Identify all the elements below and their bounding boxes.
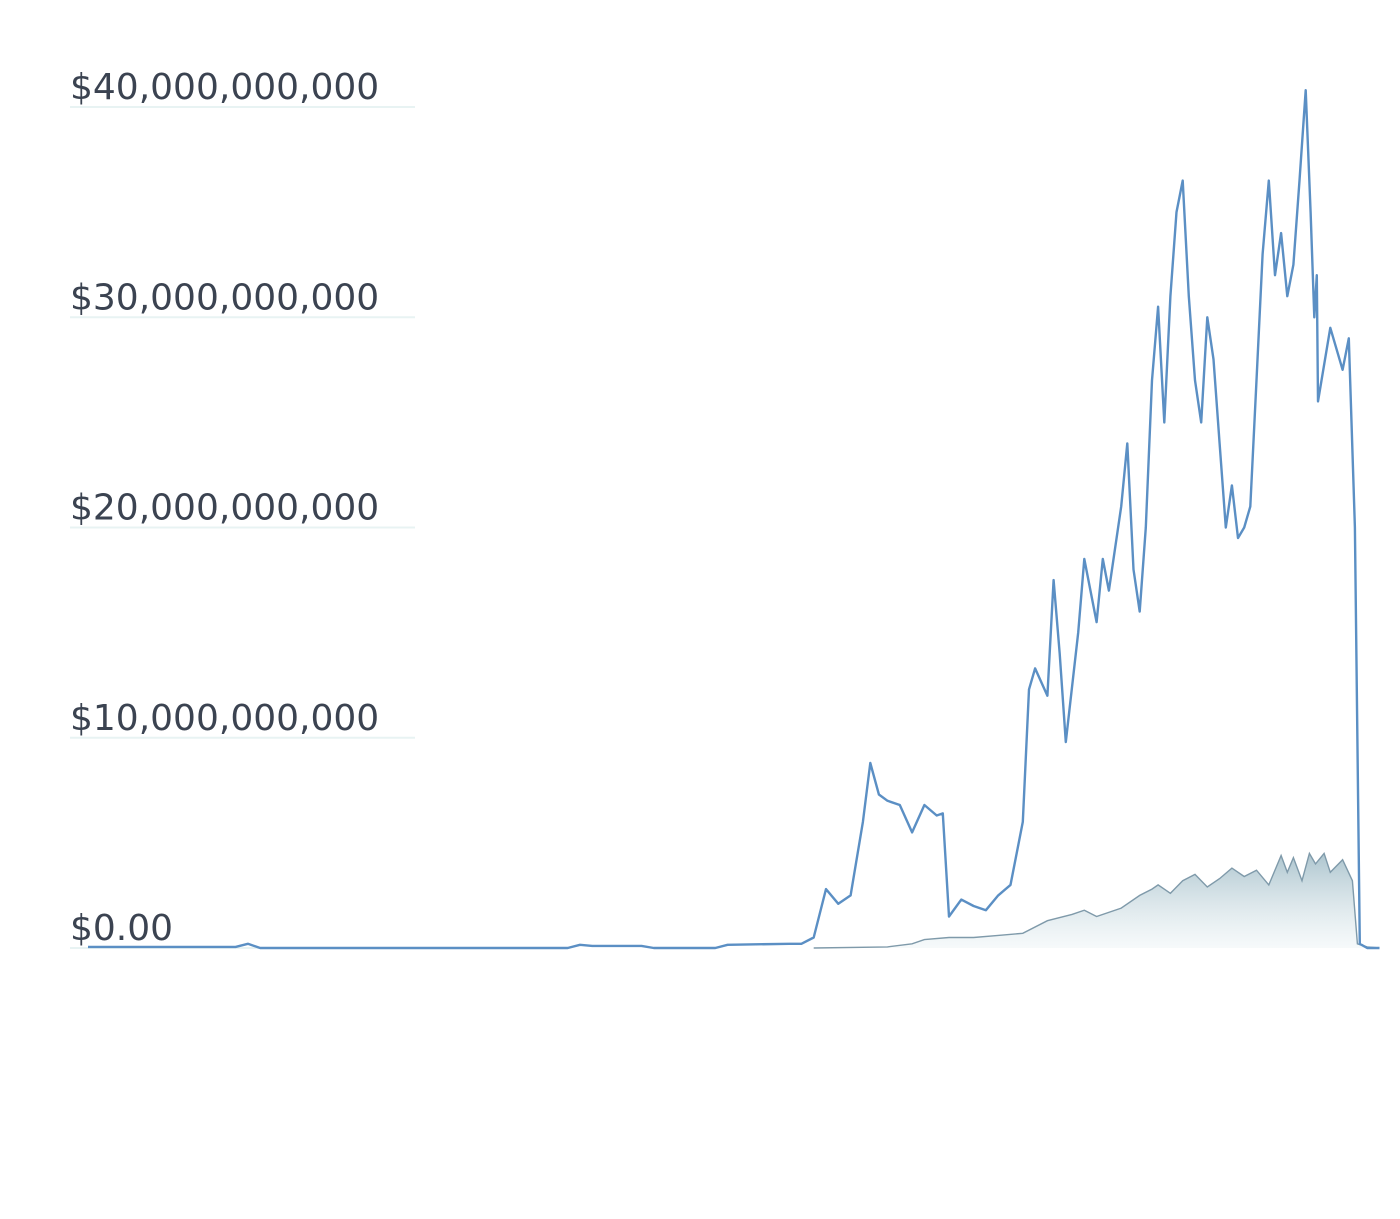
y-axis: $40,000,000,000 $30,000,000,000 $20,000,00…: [70, 67, 379, 949]
series-area-fill: [813, 853, 1380, 948]
series-layer: [88, 89, 1380, 950]
y-tick-label: $30,000,000,000: [70, 277, 379, 318]
y-tick-label: $20,000,000,000: [70, 488, 379, 529]
series-area-line: [813, 851, 1380, 949]
y-tick-label: $40,000,000,000: [70, 67, 379, 108]
series-line: [88, 89, 1380, 950]
y-tick-label: $0.00: [70, 908, 173, 949]
y-tick-label: $10,000,000,000: [70, 698, 379, 739]
